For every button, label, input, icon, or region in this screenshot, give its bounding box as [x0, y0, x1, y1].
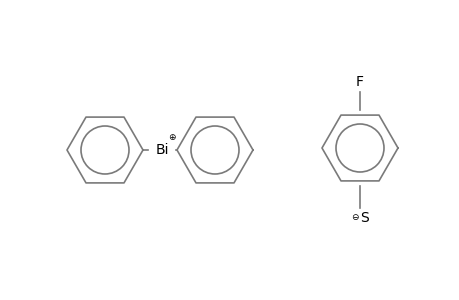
Text: Bi: Bi: [155, 143, 168, 157]
Text: ⊕: ⊕: [168, 133, 175, 142]
Text: S: S: [360, 211, 369, 225]
Text: F: F: [355, 75, 363, 89]
Text: ⊖: ⊖: [351, 214, 358, 223]
